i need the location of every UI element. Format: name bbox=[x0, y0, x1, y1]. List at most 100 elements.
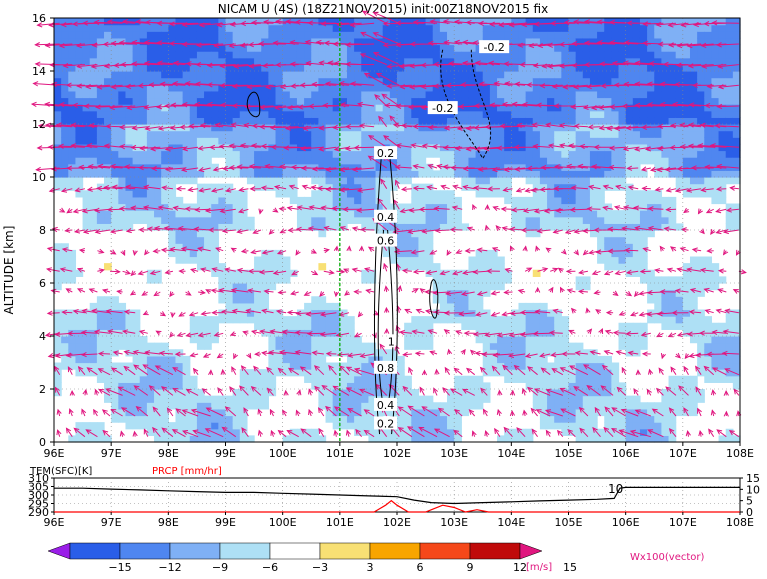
wind-vector bbox=[238, 208, 249, 214]
fill-cell bbox=[647, 84, 655, 92]
fill-cell bbox=[246, 395, 255, 403]
fill-cell bbox=[482, 269, 491, 277]
fill-cell bbox=[311, 18, 319, 26]
wind-vector bbox=[64, 227, 73, 233]
wind-vector bbox=[138, 329, 148, 335]
fill-cell bbox=[561, 389, 570, 397]
fill-cell bbox=[425, 203, 434, 211]
fill-cell bbox=[511, 428, 520, 436]
fill-cell bbox=[404, 31, 412, 39]
fill-cell bbox=[418, 203, 427, 211]
fill-cell bbox=[68, 249, 77, 258]
fill-cell bbox=[668, 170, 677, 178]
wind-vector bbox=[105, 308, 123, 315]
wind-vector bbox=[318, 146, 337, 152]
fill-cell bbox=[497, 362, 505, 370]
fill-cell bbox=[518, 84, 527, 92]
fill-cell bbox=[447, 157, 455, 165]
fill-cell bbox=[432, 415, 441, 423]
fill-cell bbox=[504, 190, 512, 198]
wind-vector bbox=[252, 229, 262, 234]
fill-cell bbox=[189, 77, 198, 85]
fill-cell bbox=[139, 37, 148, 46]
fill-cell bbox=[289, 150, 298, 158]
fill-cell bbox=[182, 203, 191, 211]
fill-cell bbox=[647, 77, 655, 85]
fill-cell bbox=[554, 97, 562, 105]
fill-cell bbox=[282, 177, 291, 185]
fill-cell bbox=[111, 157, 119, 165]
fill-cell bbox=[339, 84, 348, 92]
fill-cell bbox=[132, 349, 141, 357]
fill-cell bbox=[268, 375, 277, 383]
fill-cell bbox=[561, 355, 570, 364]
fill-cell bbox=[675, 150, 684, 158]
fill-cell bbox=[504, 51, 512, 59]
fill-cell bbox=[661, 44, 670, 52]
fill-cell bbox=[589, 64, 598, 72]
fill-cell bbox=[489, 31, 498, 39]
fill-cell bbox=[154, 130, 162, 138]
fill-cell bbox=[568, 24, 577, 32]
fill-cell bbox=[554, 216, 562, 224]
fill-cell bbox=[168, 362, 177, 370]
fill-cell bbox=[146, 24, 155, 32]
fill-cell bbox=[204, 18, 212, 26]
fill-cell bbox=[518, 44, 527, 52]
fill-cell bbox=[232, 31, 241, 39]
fill-cell bbox=[568, 177, 577, 185]
fill-cell bbox=[132, 37, 141, 46]
fill-cell bbox=[654, 124, 662, 132]
fill-cell bbox=[468, 71, 477, 79]
fill-cell bbox=[597, 196, 605, 205]
fill-cell bbox=[639, 130, 648, 138]
fill-cell bbox=[582, 24, 591, 32]
fill-cell bbox=[132, 355, 141, 364]
fill-cell bbox=[182, 170, 191, 178]
fill-cell bbox=[304, 31, 312, 39]
fill-cell bbox=[232, 18, 241, 26]
fill-cell bbox=[468, 296, 477, 304]
fill-cell bbox=[654, 302, 662, 311]
fill-cell bbox=[182, 230, 191, 238]
fill-cell bbox=[568, 422, 577, 430]
fill-cell bbox=[518, 110, 527, 118]
fill-cell bbox=[89, 57, 98, 65]
fill-cell bbox=[518, 223, 527, 231]
wind-vector bbox=[190, 268, 199, 274]
fill-cell bbox=[139, 71, 148, 79]
wind-vector bbox=[304, 39, 324, 45]
wind-vector bbox=[112, 350, 123, 356]
fill-cell bbox=[582, 57, 591, 65]
fill-cell bbox=[661, 163, 670, 171]
fill-cell bbox=[211, 422, 219, 430]
fill-cell bbox=[604, 137, 612, 145]
fill-cell bbox=[525, 210, 534, 218]
fill-cell bbox=[511, 51, 520, 59]
fill-cell bbox=[75, 183, 84, 191]
fill-cell bbox=[418, 336, 427, 344]
wind-vector bbox=[210, 187, 224, 193]
fill-cell bbox=[204, 435, 212, 443]
fill-cell bbox=[518, 322, 527, 330]
fill-cell bbox=[575, 196, 584, 205]
fill-cell bbox=[96, 18, 105, 26]
fill-cell bbox=[432, 263, 441, 271]
fill-cell bbox=[54, 90, 62, 99]
fill-cell bbox=[375, 37, 384, 46]
fill-cell bbox=[189, 44, 198, 52]
fill-cell bbox=[104, 395, 112, 403]
fill-cell bbox=[232, 117, 241, 125]
fill-cell bbox=[311, 57, 319, 65]
fill-cell bbox=[439, 302, 448, 311]
fill-cell bbox=[554, 342, 562, 350]
fill-cell bbox=[654, 64, 662, 72]
fill-cell bbox=[639, 415, 648, 423]
fill-cell bbox=[168, 77, 177, 85]
fill-cell bbox=[246, 302, 255, 311]
fill-cell bbox=[447, 31, 455, 39]
fill-cell bbox=[625, 428, 634, 436]
fill-cell bbox=[497, 137, 505, 145]
fill-cell bbox=[361, 44, 370, 52]
fill-cell bbox=[682, 150, 691, 158]
